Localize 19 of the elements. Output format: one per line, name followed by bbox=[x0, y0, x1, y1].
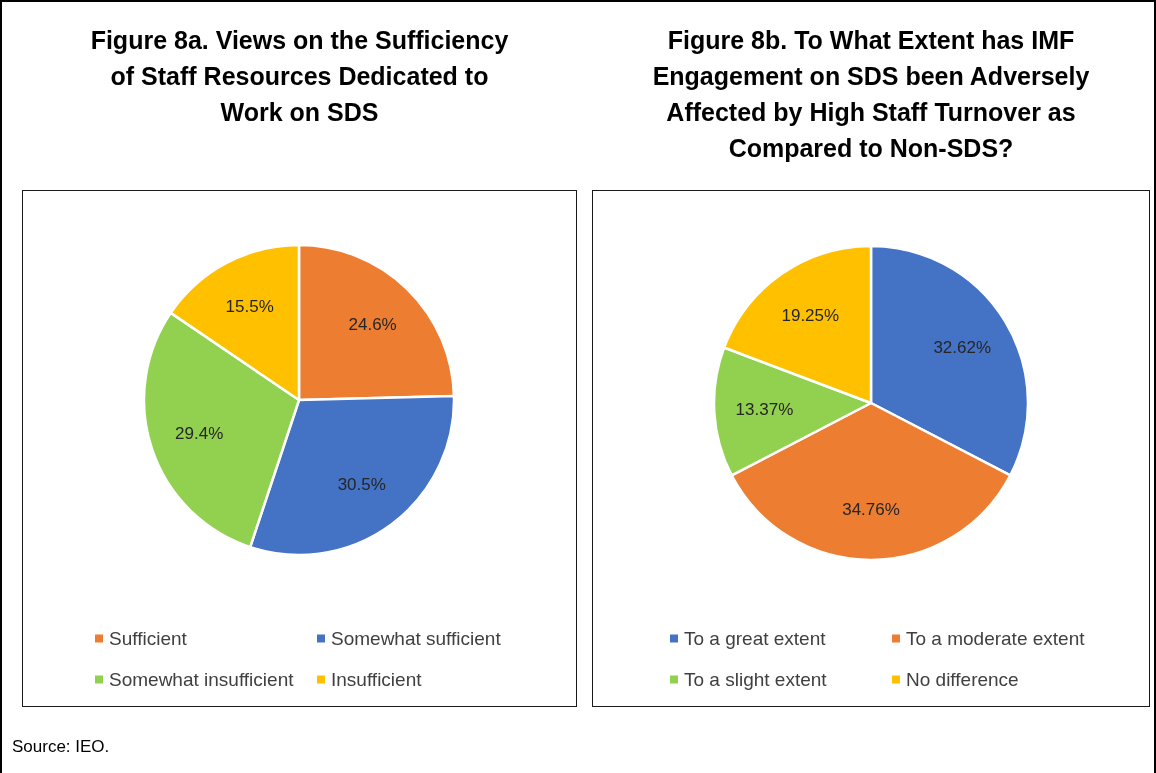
data-label: 34.76% bbox=[842, 500, 900, 520]
legend-label: Somewhat insufficient bbox=[109, 669, 295, 690]
legend-label: Somewhat sufficient bbox=[331, 628, 502, 649]
data-label: 32.62% bbox=[933, 338, 992, 358]
data-label: 30.5% bbox=[337, 475, 386, 495]
legend-label: To a moderate extent bbox=[906, 628, 1086, 649]
chart-title: Figure 8b. To What Extent has IMF Engagement on SDS been Adversely Affected by High Staff Turnover as Compared to Non-SDS? bbox=[651, 25, 1091, 164]
chart-title: Figure 8a. Views on the Sufficiency of Staff Resources Dedicated to Work on SDS bbox=[89, 25, 510, 128]
legend-label: Sufficient bbox=[109, 628, 188, 649]
legend-label: To a great extent bbox=[684, 628, 827, 649]
data-label: 19.25% bbox=[781, 305, 840, 325]
legend-label: To a slight extent bbox=[684, 669, 828, 690]
source-note: Source: IEO. bbox=[12, 737, 110, 757]
legend-label: No difference bbox=[906, 669, 1019, 690]
data-label: 13.37% bbox=[735, 399, 794, 419]
legend-label: Insufficient bbox=[331, 669, 423, 690]
data-label: 15.5% bbox=[225, 297, 274, 317]
data-label: 29.4% bbox=[175, 424, 224, 444]
data-label: 24.6% bbox=[348, 315, 397, 335]
